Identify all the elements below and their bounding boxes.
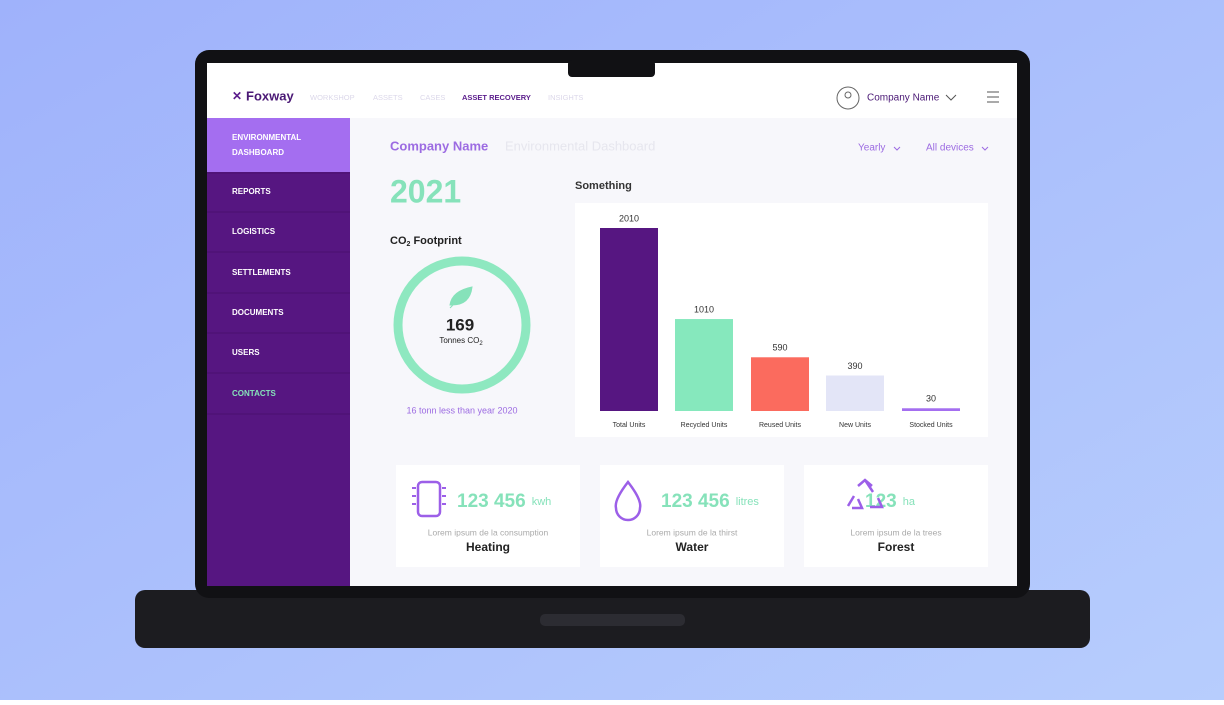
stat-desc: Lorem ipsum de la trees (850, 527, 941, 537)
sidebar-item[interactable]: USERS (232, 348, 260, 357)
sidebar-item[interactable]: CONTACTS (232, 389, 277, 398)
chevron[interactable] (945, 94, 957, 101)
stat-desc: Lorem ipsum de la thirst (647, 527, 738, 537)
icons (412, 478, 884, 522)
value-label: 390 (847, 361, 862, 371)
avatar[interactable] (836, 86, 860, 110)
avatar-head (844, 91, 852, 99)
nav-item[interactable]: INSIGHTS (548, 93, 583, 102)
category-label: Total Units (613, 422, 646, 429)
nav-item[interactable]: ASSET RECOVERY (462, 93, 531, 102)
sidebar-item[interactable]: REPORTS (232, 187, 271, 196)
sidebar-item[interactable]: ENVIRONMENTAL (232, 133, 301, 142)
stat-value: 123 456 litres (661, 491, 759, 512)
filter[interactable]: Yearly (858, 143, 885, 154)
category-label: Stocked Units (909, 422, 953, 429)
stat-value: 123 456 kwh (457, 491, 551, 512)
sidebar (207, 118, 350, 586)
year: 2021 (390, 173, 461, 209)
stat-card (600, 465, 784, 567)
leaf-icon (449, 286, 473, 309)
category-label: Recycled Units (681, 422, 728, 429)
account-name[interactable]: Company Name (867, 93, 940, 104)
co2-unit: Tonnes CO2 (439, 336, 483, 346)
bar (826, 375, 884, 411)
nav-item[interactable]: ASSETS (373, 93, 403, 102)
logo: Foxway (246, 88, 294, 103)
laptop-notch (540, 614, 685, 626)
co2-ring (393, 256, 531, 394)
company: Company Name (390, 138, 488, 153)
stat-unit: litres (736, 496, 760, 508)
stat-number: 123 456 (457, 491, 526, 512)
phone-icon-lines (412, 487, 446, 505)
sidebar-item[interactable]: DASHBOARD (232, 148, 284, 157)
bar (751, 357, 809, 411)
drop-icon (614, 479, 642, 522)
camera-notch (568, 60, 655, 77)
value-label: 590 (772, 343, 787, 353)
stat-name: Forest (878, 540, 915, 554)
co2-title: CO2 Footprint (390, 235, 462, 248)
chart-title: Something (575, 180, 632, 192)
sidebar-item[interactable]: DOCUMENTS (232, 308, 284, 317)
menu-icon[interactable] (987, 91, 999, 103)
chevron (893, 146, 901, 151)
co2-note: 16 tonn less than year 2020 (406, 405, 517, 415)
sidebar-item[interactable]: SETTLEMENTS (232, 268, 291, 277)
stat-card (804, 465, 988, 567)
bar (675, 319, 733, 411)
co2-value: 169 (446, 315, 474, 334)
chevron (981, 146, 989, 151)
stat-unit: kwh (532, 496, 552, 508)
logo-mark: ✕ (232, 89, 242, 103)
stat-unit: ha (903, 496, 916, 508)
value-label: 2010 (619, 213, 639, 223)
nav-item[interactable]: CASES (420, 93, 445, 102)
value-label: 1010 (694, 304, 714, 314)
phone-icon (416, 480, 442, 518)
value-label: 30 (926, 394, 936, 404)
stat-number: 123 456 (661, 491, 730, 512)
recycle-icon (846, 478, 884, 510)
filter[interactable]: All devices (926, 143, 974, 154)
stat-desc: Lorem ipsum de la consumption (428, 527, 549, 537)
stat-name: Water (676, 540, 709, 554)
sidebar-item[interactable]: LOGISTICS (232, 227, 276, 236)
category-label: New Units (839, 422, 871, 429)
bar (902, 408, 960, 411)
category-label: Reused Units (759, 422, 802, 429)
page-name: Environmental Dashboard (505, 138, 655, 153)
stat-name: Heating (466, 540, 510, 554)
nav-item[interactable]: WORKSHOP (310, 93, 355, 102)
sidebar-active (207, 118, 350, 172)
bar (600, 228, 658, 411)
